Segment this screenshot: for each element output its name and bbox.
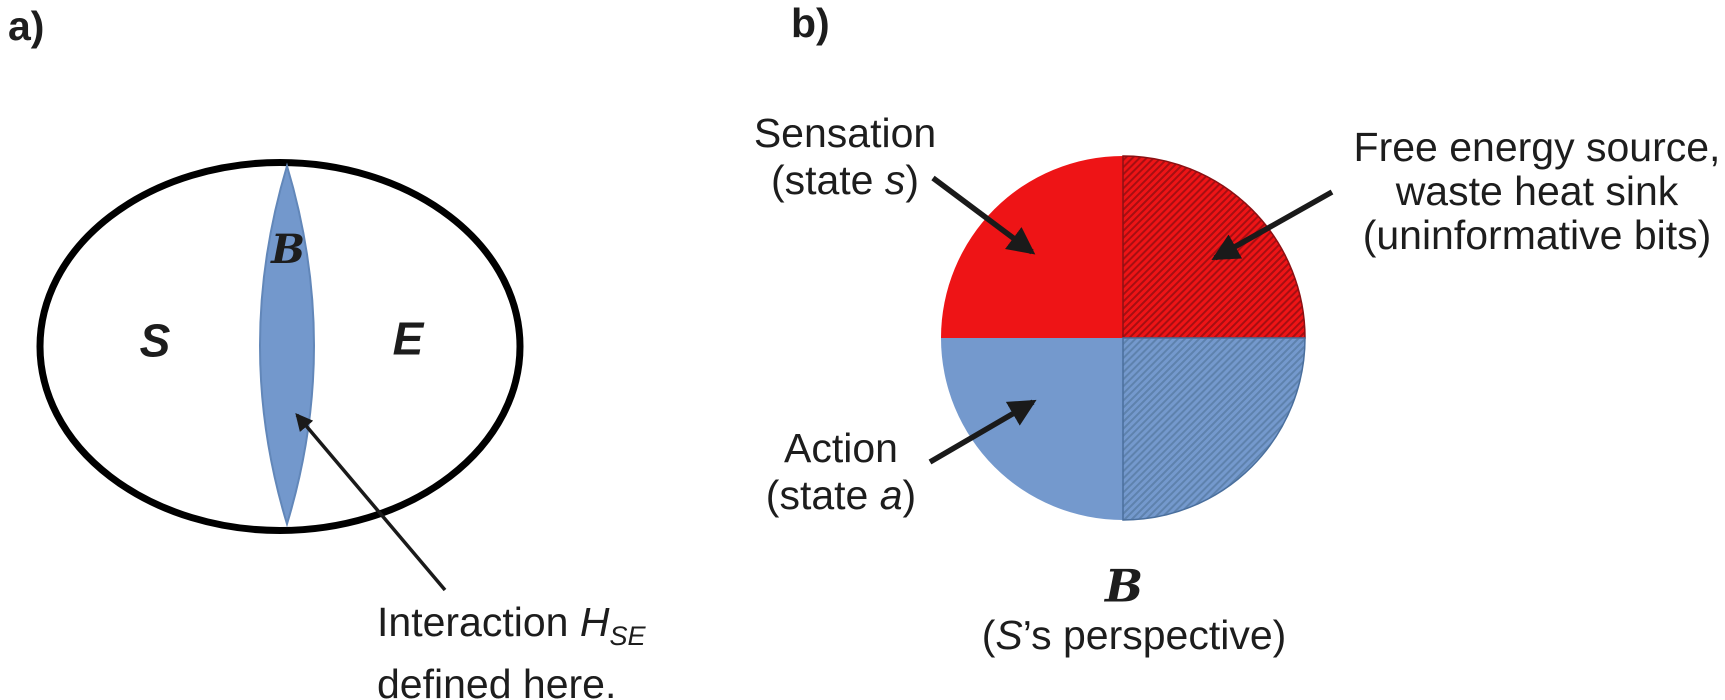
panel-a-label: a) <box>8 3 45 49</box>
panel-b-label: b) <box>791 0 830 46</box>
caption-boundary-symbol: B <box>1104 559 1144 613</box>
free-energy-line3: (uninformative bits) <box>1362 212 1712 258</box>
sensation-label: Sensation (state s) <box>754 110 936 204</box>
caption-variable: S <box>995 612 1023 658</box>
interaction-annotation-line1: Interaction HSE <box>377 598 646 660</box>
action-state-suffix: ) <box>902 472 917 518</box>
interaction-prefix: Interaction <box>377 599 580 645</box>
sensation-state-prefix: (state <box>770 157 885 203</box>
quadrant-uninformative-hatch <box>1122 337 1306 521</box>
action-label: Action (state a) <box>766 425 916 519</box>
action-state-variable: a <box>879 472 903 518</box>
sensation-line1: Sensation <box>753 110 937 156</box>
action-line1: Action <box>784 425 898 471</box>
panel-a-shapes <box>36 159 524 592</box>
interaction-annotation: Interaction HSE defined here. <box>377 598 646 700</box>
sensation-line2: (state s) <box>754 157 936 204</box>
hamiltonian-symbol: H <box>579 599 610 645</box>
quadrant-free-energy-hatch <box>1122 155 1306 339</box>
caption-prefix: ( <box>981 612 996 658</box>
interaction-arrow <box>295 412 447 592</box>
sensation-state-suffix: ) <box>905 157 920 203</box>
free-energy-label: Free energy source, waste heat sink (uni… <box>1354 125 1721 257</box>
sensation-state-variable: s <box>884 157 906 203</box>
environment-label: E <box>392 312 424 365</box>
boundary-symbol-label: B <box>271 226 305 273</box>
action-line2: (state a) <box>766 472 916 519</box>
caption-suffix: ’s perspective) <box>1022 612 1287 658</box>
quadrant-sensation <box>941 156 1123 338</box>
free-energy-arrow <box>1211 189 1334 261</box>
free-energy-line2: waste heat sink <box>1395 168 1679 214</box>
caption-perspective: (S’s perspective) <box>982 612 1287 659</box>
system-label: S <box>139 314 171 367</box>
free-energy-line1: Free energy source, <box>1353 124 1721 170</box>
interaction-annotation-line2: defined here. <box>377 661 617 700</box>
quadrant-action <box>941 338 1123 520</box>
sensation-arrow <box>931 175 1036 255</box>
action-arrow <box>928 399 1037 465</box>
hamiltonian-subscript: SE <box>609 621 646 652</box>
boundary-lens <box>259 162 315 528</box>
action-state-prefix: (state <box>765 472 880 518</box>
panel-b-shapes <box>928 155 1334 521</box>
